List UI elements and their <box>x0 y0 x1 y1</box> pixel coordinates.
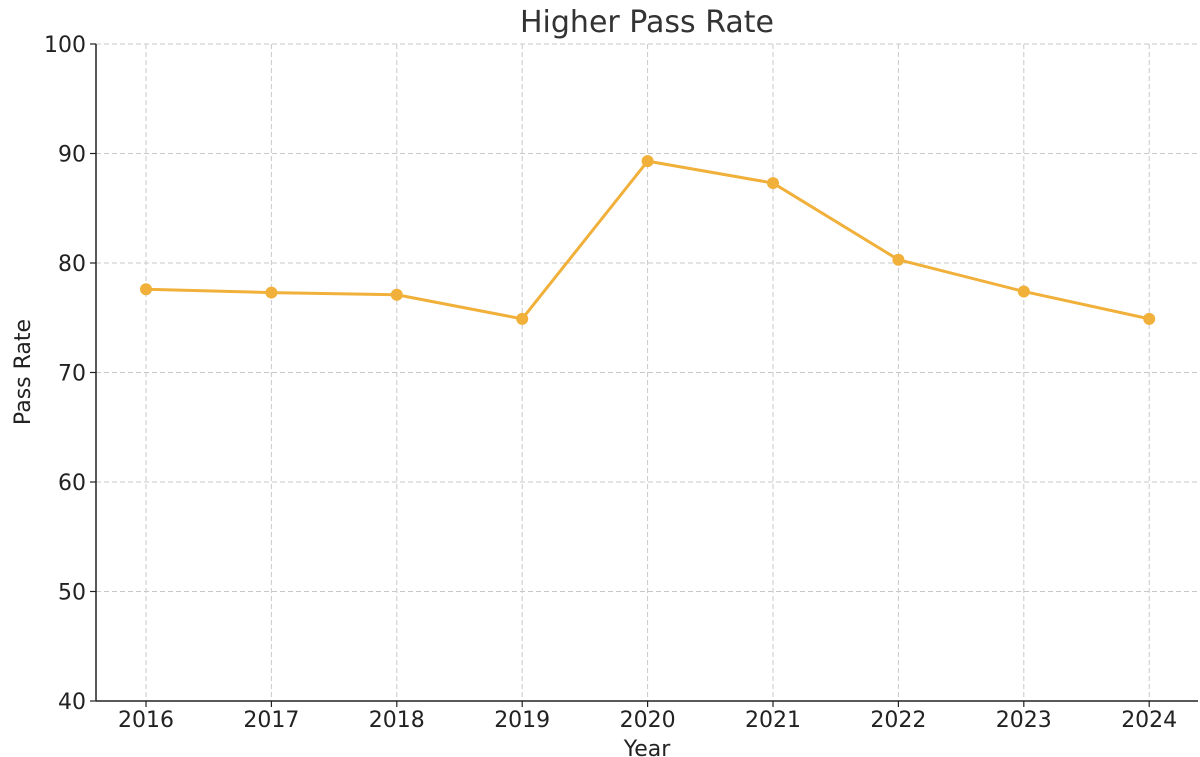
ticks: 40 50 60 70 80 90 100 2016 2017 2018 2019 2020 2021 2… <box>44 33 1177 733</box>
y-tick-label: 80 <box>58 252 86 277</box>
y-tick-label: 90 <box>58 143 86 168</box>
y-axis-label: Pass Rate <box>11 319 36 425</box>
x-tick-label: 2022 <box>870 708 926 733</box>
x-tick-label: 2024 <box>1121 708 1177 733</box>
x-axis-label: Year <box>623 737 672 757</box>
x-tick-label: 2017 <box>243 708 299 733</box>
x-tick-label: 2021 <box>745 708 801 733</box>
y-tick-label: 40 <box>58 690 86 715</box>
x-tick-label: 2023 <box>996 708 1052 733</box>
series <box>140 155 1156 325</box>
data-point <box>892 253 905 266</box>
x-tick-label: 2018 <box>369 708 425 733</box>
data-point <box>1017 285 1030 298</box>
x-tick-label: 2016 <box>118 708 174 733</box>
x-tick-label: 2020 <box>620 708 676 733</box>
y-tick-label: 70 <box>58 362 86 387</box>
data-point <box>390 288 403 301</box>
data-point <box>140 283 152 296</box>
grid <box>96 43 1198 701</box>
x-tick-label: 2019 <box>494 708 550 733</box>
data-point <box>265 286 278 299</box>
y-tick-label: 50 <box>58 581 86 606</box>
y-tick-label: 100 <box>44 33 86 58</box>
chart-title: Higher Pass Rate <box>520 5 774 40</box>
data-point <box>767 177 779 190</box>
y-tick-label: 60 <box>58 471 86 496</box>
data-point <box>641 155 654 168</box>
data-point <box>1143 312 1156 325</box>
data-point <box>516 312 529 325</box>
